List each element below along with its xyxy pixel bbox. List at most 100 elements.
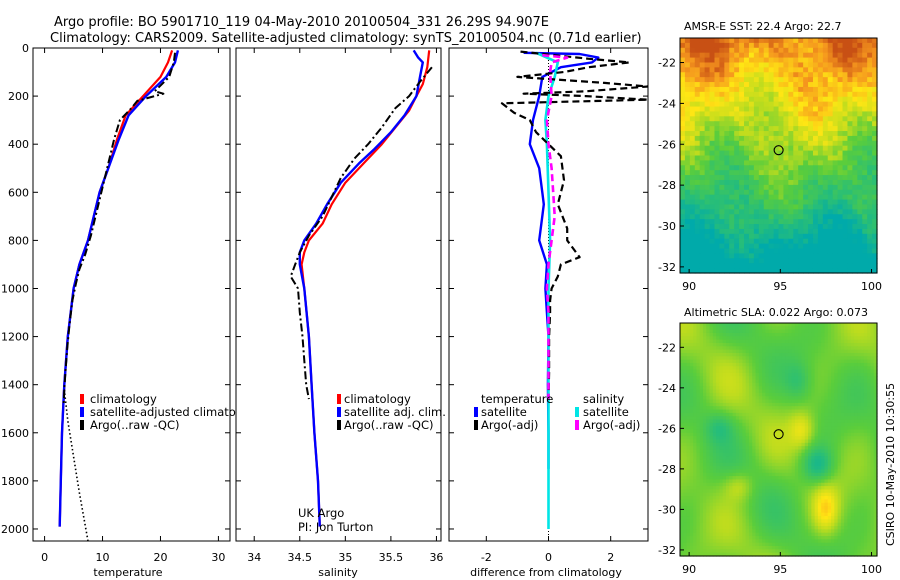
map-cell [742, 456, 747, 461]
map-cell [840, 462, 845, 467]
map-cell [794, 472, 799, 477]
map-cell [725, 416, 730, 421]
map-cell [680, 476, 684, 481]
map-cell [834, 462, 839, 467]
map-cell [762, 332, 766, 337]
map-cell [706, 399, 711, 404]
map-cell [821, 349, 826, 354]
map-cell [793, 116, 799, 122]
map-cell [832, 57, 839, 64]
map-cell [722, 472, 727, 477]
map-cell [788, 342, 793, 347]
map-cell [755, 406, 760, 411]
map-cell [817, 238, 824, 245]
map-cell [768, 72, 775, 78]
map-cell [732, 359, 737, 364]
map-cell [788, 479, 793, 484]
map-cell [847, 406, 852, 411]
map-cell [793, 268, 799, 274]
map-cell [863, 369, 868, 374]
map-cell [758, 406, 763, 411]
map-cell [817, 382, 822, 387]
map-cell [811, 446, 816, 451]
map-cell [712, 442, 717, 447]
map-cell [725, 342, 730, 347]
map-cell [763, 165, 770, 171]
map-cell [709, 399, 714, 404]
map-cell [873, 459, 878, 464]
map-cell [702, 346, 707, 351]
map-cell [680, 472, 684, 477]
map-cell [811, 323, 816, 327]
map-cell [702, 323, 707, 327]
map-cell [778, 72, 785, 78]
map-cell [857, 67, 863, 73]
map-cell [771, 426, 776, 431]
map-cell [716, 372, 720, 377]
map-cell [729, 106, 735, 113]
map-cell [832, 189, 839, 196]
map-cell [689, 253, 696, 259]
map-cell [702, 386, 707, 391]
map-cell [732, 376, 737, 381]
map-cell [832, 140, 839, 147]
map-cell [755, 476, 760, 481]
map-cell [824, 462, 829, 467]
map-cell [872, 38, 878, 44]
map-cell [852, 82, 858, 88]
map-cell [783, 116, 789, 122]
map-cell [842, 184, 849, 191]
map-cell [857, 150, 863, 157]
map-cell [694, 248, 701, 255]
map-cell [778, 233, 785, 240]
map-cell [872, 42, 878, 49]
map-cell [704, 194, 711, 201]
map-cell [873, 416, 878, 421]
map-cell [689, 86, 696, 93]
map-cell [817, 422, 822, 427]
map-cell [683, 359, 688, 364]
map-cell [837, 233, 844, 240]
map-cell [837, 258, 844, 264]
map-cell [783, 165, 789, 171]
map-cell [735, 366, 740, 371]
map-cell [694, 77, 701, 83]
map-cell [719, 326, 724, 331]
map-cell [788, 263, 794, 269]
map-cell [758, 209, 765, 215]
map-cell [762, 419, 766, 424]
map-cell [788, 382, 793, 387]
map-cell [758, 165, 765, 171]
map-cell [689, 189, 696, 196]
map-cell [860, 396, 865, 401]
map-cell [752, 452, 757, 457]
map-cell [709, 238, 716, 245]
map-cell [827, 466, 832, 471]
map-cell [832, 253, 839, 259]
map-cell [817, 436, 822, 441]
map-cell [822, 224, 829, 230]
map-cell [742, 402, 747, 407]
map-cell [696, 392, 701, 397]
map-cell [729, 359, 734, 364]
map-cell [680, 253, 686, 259]
map-cell [712, 439, 717, 444]
map-cell [732, 452, 737, 457]
map-cell [870, 452, 875, 457]
map-cell [863, 356, 868, 361]
map-cell [857, 396, 862, 401]
map-cell [824, 386, 829, 391]
map-cell [714, 145, 720, 152]
map-cell [680, 121, 686, 127]
salinity-xlabel: salinity [318, 566, 358, 579]
map-cell [719, 479, 724, 484]
map-cell [739, 412, 743, 417]
map-cell [827, 419, 832, 424]
map-cell [745, 339, 750, 344]
map-cell [755, 382, 760, 387]
map-cell [771, 392, 776, 397]
map-cell [683, 399, 688, 404]
map-cell [867, 412, 872, 417]
map-cell [745, 352, 750, 357]
map-cell [832, 42, 839, 49]
